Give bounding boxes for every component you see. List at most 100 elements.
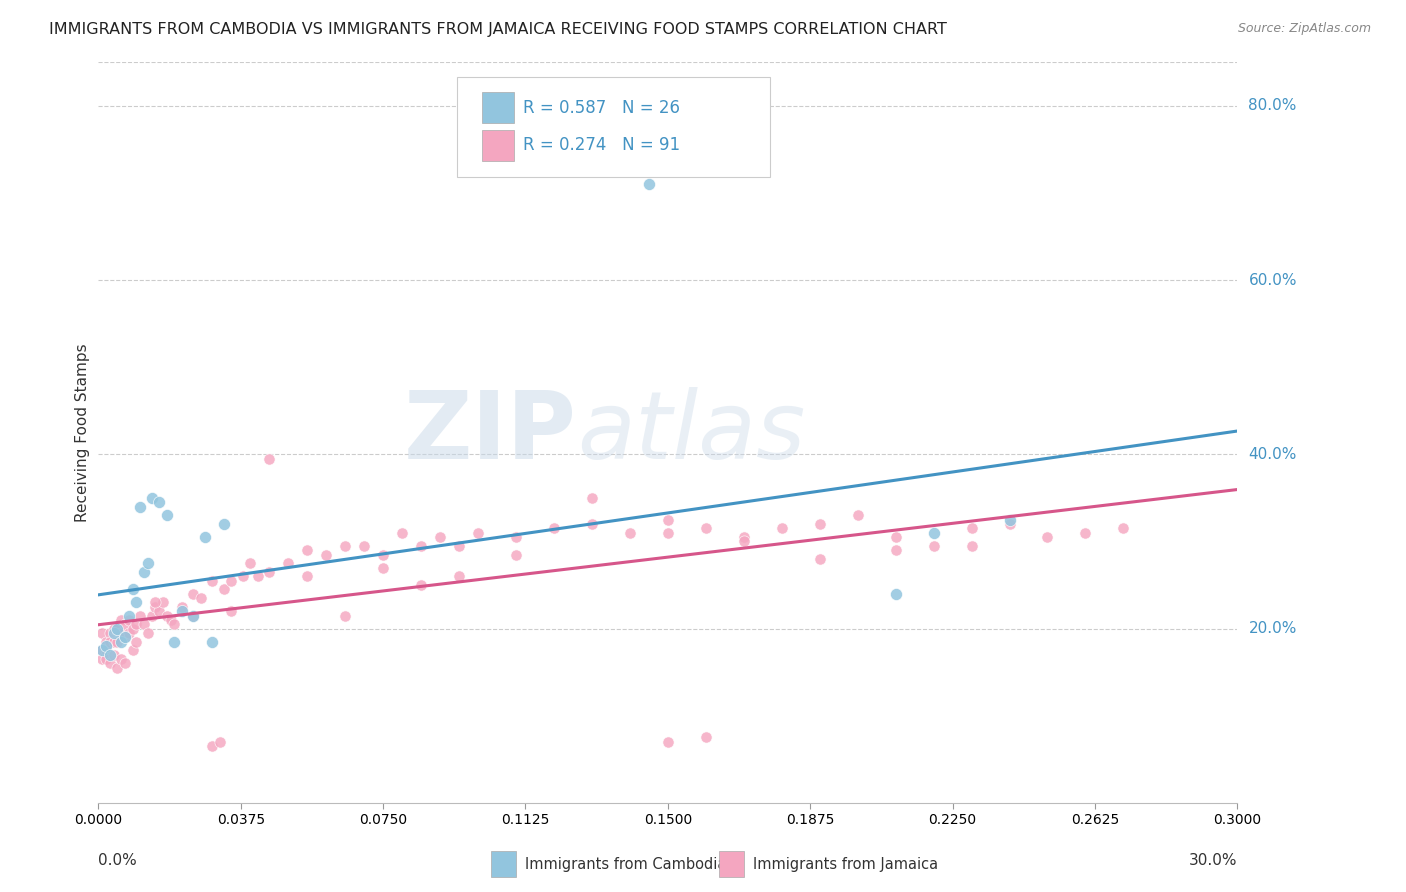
- Point: [201, 739, 224, 754]
- Point: [960, 521, 983, 535]
- Point: [371, 560, 394, 574]
- Point: [884, 543, 907, 558]
- Point: [132, 565, 155, 579]
- Point: [998, 517, 1021, 532]
- Point: [148, 495, 170, 509]
- Point: [98, 626, 121, 640]
- Text: 80.0%: 80.0%: [1249, 98, 1296, 113]
- Point: [91, 652, 114, 666]
- Point: [156, 608, 179, 623]
- Point: [141, 491, 163, 505]
- Point: [103, 648, 125, 662]
- Point: [657, 513, 679, 527]
- Point: [107, 661, 129, 675]
- Point: [581, 517, 603, 532]
- Point: [884, 587, 907, 601]
- Point: [657, 525, 679, 540]
- Point: [335, 539, 357, 553]
- Text: ZIP: ZIP: [404, 386, 576, 479]
- Point: [125, 617, 148, 632]
- FancyBboxPatch shape: [491, 851, 516, 877]
- Point: [808, 517, 831, 532]
- Text: Immigrants from Jamaica: Immigrants from Jamaica: [754, 856, 938, 871]
- Point: [449, 539, 471, 553]
- Point: [246, 569, 269, 583]
- Point: [190, 591, 212, 606]
- Point: [148, 604, 170, 618]
- Point: [657, 735, 679, 749]
- Point: [183, 608, 205, 623]
- Point: [129, 608, 152, 623]
- Point: [467, 525, 489, 540]
- Point: [98, 634, 121, 648]
- Point: [141, 608, 163, 623]
- Point: [998, 513, 1021, 527]
- Point: [695, 731, 717, 745]
- Point: [121, 622, 143, 636]
- Point: [960, 539, 983, 553]
- Point: [159, 613, 181, 627]
- Point: [107, 622, 129, 636]
- Point: [543, 521, 565, 535]
- Point: [449, 569, 471, 583]
- Point: [136, 556, 159, 570]
- Point: [239, 556, 262, 570]
- Point: [212, 517, 235, 532]
- Point: [91, 643, 114, 657]
- Point: [94, 643, 117, 657]
- Point: [212, 582, 235, 597]
- Point: [1112, 521, 1135, 535]
- Point: [922, 525, 945, 540]
- Point: [183, 587, 205, 601]
- Point: [129, 500, 152, 514]
- Point: [315, 548, 337, 562]
- Point: [107, 622, 129, 636]
- Text: 0.0%: 0.0%: [98, 854, 138, 868]
- Point: [183, 608, 205, 623]
- Point: [297, 543, 319, 558]
- Point: [94, 634, 117, 648]
- Point: [505, 548, 527, 562]
- Point: [114, 630, 136, 644]
- Point: [846, 508, 869, 523]
- Point: [1074, 525, 1097, 540]
- Point: [110, 626, 132, 640]
- Point: [110, 634, 132, 648]
- Point: [103, 634, 125, 648]
- Point: [94, 639, 117, 653]
- Point: [118, 626, 141, 640]
- Y-axis label: Receiving Food Stamps: Receiving Food Stamps: [75, 343, 90, 522]
- Point: [91, 643, 114, 657]
- Point: [335, 608, 357, 623]
- Point: [277, 556, 299, 570]
- Text: IMMIGRANTS FROM CAMBODIA VS IMMIGRANTS FROM JAMAICA RECEIVING FOOD STAMPS CORREL: IMMIGRANTS FROM CAMBODIA VS IMMIGRANTS F…: [49, 22, 948, 37]
- Point: [619, 525, 641, 540]
- Text: Immigrants from Cambodia: Immigrants from Cambodia: [526, 856, 727, 871]
- Point: [201, 634, 224, 648]
- Point: [429, 530, 451, 544]
- Point: [922, 539, 945, 553]
- Point: [145, 595, 167, 609]
- FancyBboxPatch shape: [718, 851, 744, 877]
- Point: [371, 548, 394, 562]
- Text: R = 0.274   N = 91: R = 0.274 N = 91: [523, 136, 681, 154]
- Text: 20.0%: 20.0%: [1249, 621, 1296, 636]
- Point: [695, 521, 717, 535]
- Text: atlas: atlas: [576, 387, 806, 478]
- Point: [733, 530, 755, 544]
- Point: [232, 569, 254, 583]
- Point: [136, 626, 159, 640]
- Point: [221, 574, 243, 588]
- Point: [259, 451, 281, 466]
- Point: [114, 657, 136, 671]
- Point: [581, 491, 603, 505]
- Point: [98, 657, 121, 671]
- Point: [118, 608, 141, 623]
- Point: [411, 578, 433, 592]
- Point: [170, 604, 193, 618]
- Point: [118, 613, 141, 627]
- Point: [638, 178, 661, 192]
- Point: [170, 599, 193, 614]
- Point: [121, 643, 143, 657]
- Text: 40.0%: 40.0%: [1249, 447, 1296, 462]
